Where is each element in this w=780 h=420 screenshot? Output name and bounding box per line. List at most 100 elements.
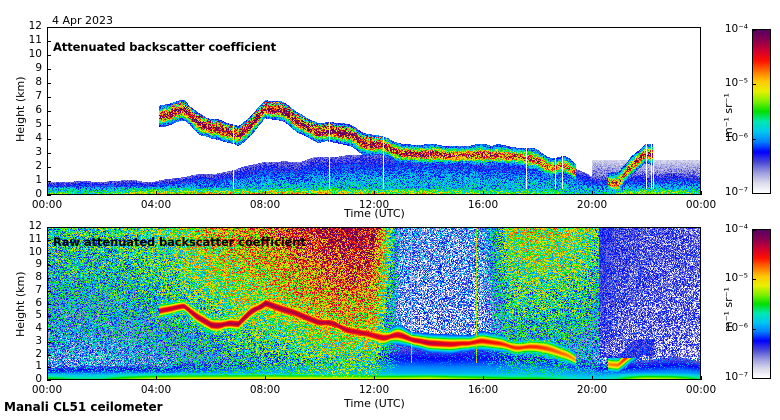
top-xtick-mark xyxy=(374,191,375,195)
bottom-ytick: 3 xyxy=(35,334,42,347)
bottom-colorbar-tick: 10⁻⁴ xyxy=(724,223,748,235)
top-colorbar-tick-mark xyxy=(752,138,756,140)
bottom-ytick-mark xyxy=(47,239,51,241)
bottom-colorbar-tick: 10⁻⁵ xyxy=(724,272,748,285)
bottom-ytick-mark xyxy=(47,367,51,369)
top-ytick-mark xyxy=(47,27,51,28)
bottom-ytick: 6 xyxy=(35,296,42,309)
bottom-ytick-mark xyxy=(47,265,51,267)
bottom-xtick: 20:00 xyxy=(576,384,608,396)
top-colorbar-tick-mark xyxy=(752,84,756,86)
top-colorbar-canvas xyxy=(753,30,770,193)
top-colorbar-tick: 10⁻⁴ xyxy=(724,23,748,35)
top-xtick: 08:00 xyxy=(249,199,281,211)
top-colorbar-tick-mark xyxy=(752,30,756,31)
bottom-xtick-mark xyxy=(265,376,266,380)
bottom-xtick-mark xyxy=(47,376,48,380)
top-ytick: 6 xyxy=(35,104,42,116)
top-ytick-mark xyxy=(47,55,51,56)
bottom-colorbar-tick-mark xyxy=(752,230,756,231)
bottom-ytick-mark xyxy=(47,278,51,279)
bottom-xtick: 00:00 xyxy=(685,384,717,396)
bottom-ytick-mark xyxy=(47,380,51,381)
bottom-ytick: 0 xyxy=(35,373,42,385)
bottom-ytick-mark xyxy=(47,329,51,330)
bottom-xtick: 08:00 xyxy=(249,384,281,396)
bottom-xtick: 12:00 xyxy=(358,384,390,396)
top-plot-canvas[interactable] xyxy=(48,28,700,194)
bottom-ytick-mark xyxy=(47,354,51,356)
date-label: 4 Apr 2023 xyxy=(52,14,114,27)
top-ytick-mark xyxy=(47,69,51,70)
top-panel-title: Attenuated backscatter coefficient xyxy=(53,40,277,54)
bottom-ytick-mark xyxy=(47,341,51,343)
bottom-ytick: 5 xyxy=(35,309,42,322)
top-ytick-mark xyxy=(47,139,51,140)
bottom-colorbar-tick: 10⁻⁷ xyxy=(724,371,748,383)
top-ytick: 9 xyxy=(35,62,42,74)
bottom-xtick-mark xyxy=(592,376,593,380)
top-xtick-mark xyxy=(592,191,593,195)
bottom-colorbar-tick: 10⁻⁶ xyxy=(724,321,748,334)
top-ytick: 10 xyxy=(28,48,42,60)
bottom-ytick-mark xyxy=(47,252,51,254)
bottom-colorbar-frame[interactable] xyxy=(752,229,771,379)
bottom-ytick-mark xyxy=(47,303,51,305)
top-ytick-mark xyxy=(47,181,51,182)
top-ytick: 3 xyxy=(35,146,42,158)
top-xtick-mark xyxy=(265,191,266,195)
top-ytick-mark xyxy=(47,195,51,196)
top-ytick: 7 xyxy=(35,90,42,102)
bottom-panel-title: Raw attenuated backscatter coefficient xyxy=(53,235,306,249)
top-colorbar-unit: m⁻¹ sr⁻¹ xyxy=(722,93,735,138)
top-ytick-mark xyxy=(47,125,51,126)
top-ytick: 0 xyxy=(35,188,42,200)
top-ytick: 8 xyxy=(35,76,42,88)
top-xtick: 00:00 xyxy=(685,199,717,211)
top-xtick-mark xyxy=(483,191,484,195)
bottom-xtick-mark xyxy=(701,376,702,380)
top-xtick: 20:00 xyxy=(576,199,608,211)
top-colorbar-tick: 10⁻⁵ xyxy=(724,77,748,90)
bottom-colorbar-tick-mark xyxy=(752,378,756,379)
top-ytick: 12 xyxy=(28,20,42,32)
bottom-xtick-mark xyxy=(483,376,484,380)
bottom-colorbar-tick-mark xyxy=(752,279,756,281)
top-xtick: 04:00 xyxy=(140,199,172,211)
bottom-xlabel: Time (UTC) xyxy=(344,397,405,410)
top-colorbar-tick: 10⁻⁷ xyxy=(724,186,748,198)
bottom-ytick: 12 xyxy=(28,220,42,232)
top-xtick-mark xyxy=(701,191,702,195)
bottom-ytick: 2 xyxy=(35,347,42,360)
top-xtick: 00:00 xyxy=(31,199,63,211)
bottom-colorbar-unit: m⁻¹ sr⁻¹ xyxy=(722,287,735,332)
bottom-plot-frame xyxy=(47,227,701,380)
top-colorbar-tick-mark xyxy=(752,193,756,194)
bottom-ytick: 4 xyxy=(35,322,42,334)
footer-caption: Manali CL51 ceilometer xyxy=(4,400,163,414)
bottom-ytick: 11 xyxy=(28,232,42,245)
top-xtick: 12:00 xyxy=(358,199,390,211)
bottom-plot-canvas[interactable] xyxy=(48,228,700,379)
top-plot-frame xyxy=(47,27,701,195)
bottom-colorbar-canvas xyxy=(753,230,770,378)
top-ytick-mark xyxy=(47,153,51,154)
bottom-ytick-mark xyxy=(47,316,51,318)
bottom-ytick: 9 xyxy=(35,258,42,271)
bottom-xtick-mark xyxy=(156,376,157,380)
top-ytick-mark xyxy=(47,111,51,112)
top-ytick: 1 xyxy=(35,174,42,186)
bottom-ytick-mark xyxy=(47,290,51,292)
bottom-colorbar-tick-mark xyxy=(752,328,756,330)
top-colorbar-frame[interactable] xyxy=(752,29,771,194)
top-xtick: 16:00 xyxy=(467,199,499,211)
bottom-xtick-mark xyxy=(374,376,375,380)
bottom-ytick: 1 xyxy=(35,360,42,373)
top-ytick: 4 xyxy=(35,132,42,144)
top-colorbar-tick: 10⁻⁶ xyxy=(724,131,748,144)
bottom-ytick-mark xyxy=(47,227,51,228)
top-ytick: 5 xyxy=(35,118,42,130)
bottom-xtick: 00:00 xyxy=(31,384,63,396)
bottom-xtick: 04:00 xyxy=(140,384,172,396)
top-ytick-mark xyxy=(47,41,51,42)
